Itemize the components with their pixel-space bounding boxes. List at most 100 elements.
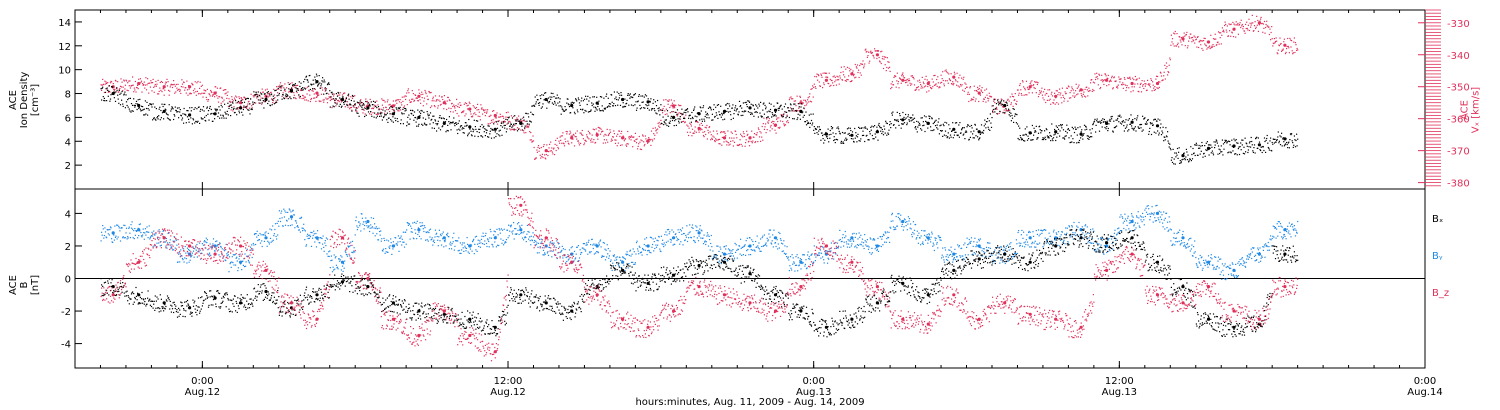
velocity-series-point <box>875 53 880 57</box>
by-series-point <box>926 236 930 240</box>
by-series-point <box>1257 252 1261 256</box>
bz-series-point <box>289 301 294 305</box>
velocity-series-point <box>239 101 243 105</box>
b-tick-label: 4 <box>65 209 71 220</box>
velocity-series-point <box>595 133 599 137</box>
x-tick-label: 0:00 <box>1414 376 1436 387</box>
vx-tick-label: -360 <box>1447 115 1470 126</box>
x-axis-label: hours:minutes, Aug. 11, 2009 - Aug. 14, … <box>635 397 864 408</box>
b-tick-label: -2 <box>61 307 71 318</box>
by-series-point <box>417 228 421 232</box>
b-axis-label: ACE <box>8 275 19 295</box>
bx-series-point <box>901 281 905 285</box>
density-tick-label: 2 <box>65 161 71 172</box>
by-series-point <box>952 252 956 256</box>
by-series-point <box>442 236 446 240</box>
bx-series-point <box>926 293 930 297</box>
density-series-point <box>1079 132 1083 136</box>
b-tick-label: 0 <box>65 275 71 286</box>
bx-series-point <box>519 293 523 297</box>
bx-series-point <box>646 281 650 285</box>
bz-series-point <box>977 317 981 321</box>
bx-series-point <box>162 301 166 305</box>
density-series-point <box>748 106 752 110</box>
velocity-series-point <box>1155 81 1160 86</box>
x-tick-date: Aug.14 <box>1407 387 1442 398</box>
density-tick-label: 4 <box>65 137 71 148</box>
bz-series-point <box>366 276 370 281</box>
bz-series-point <box>1257 317 1261 321</box>
density-tick-label: 12 <box>58 42 71 53</box>
bx-series <box>100 228 1299 338</box>
x-tick-label: 0:00 <box>191 376 213 387</box>
bx-series-point <box>1130 236 1134 240</box>
bx-series-point <box>315 293 319 297</box>
by-series-point <box>977 244 981 248</box>
density-series-point <box>1054 130 1058 134</box>
bz-series-point <box>875 285 880 289</box>
density-series <box>100 73 1299 165</box>
bx-series-point <box>1079 236 1083 240</box>
velocity-series-point <box>468 107 472 111</box>
bz-series-point <box>1079 325 1083 329</box>
bz-series-point <box>672 309 676 313</box>
vx-tick-label: -340 <box>1447 51 1470 62</box>
density-axis-label: ACE <box>8 90 19 110</box>
bx-series-point <box>1257 322 1261 326</box>
bx-series-point <box>1283 252 1287 256</box>
x-tick-label: 12:00 <box>494 376 523 387</box>
bx-series-point <box>264 289 268 294</box>
bx-series-point <box>213 296 217 300</box>
by-series-point <box>722 252 727 256</box>
bz-series-point <box>697 285 701 289</box>
bx-series-point <box>442 312 446 316</box>
by-series-point <box>850 236 854 240</box>
bx-series-point <box>340 280 345 284</box>
bx-series-point <box>544 301 548 305</box>
velocity-series-point <box>315 91 319 95</box>
density-series-point <box>1283 137 1287 141</box>
legend-2: B_z <box>1432 288 1449 299</box>
bz-series <box>100 195 1299 362</box>
by-series-point <box>875 244 880 248</box>
density-tick-label: 10 <box>58 66 71 77</box>
velocity-series-point <box>722 136 727 140</box>
by-series-point <box>519 228 523 232</box>
bx-series-point <box>1054 244 1058 248</box>
by-series-point <box>289 215 294 219</box>
velocity-series-point <box>926 81 930 86</box>
x-tick-date: Aug.12 <box>185 387 220 398</box>
x-tick-date: Aug.13 <box>796 387 831 398</box>
density-tick-label: 6 <box>65 113 71 124</box>
velocity-series-point <box>952 75 956 79</box>
by-series-point <box>315 236 319 240</box>
bx-series-point <box>824 325 829 329</box>
velocity-series-point <box>417 94 421 98</box>
density-axis-label: [cm⁻³] <box>30 84 41 116</box>
velocity-series-point <box>977 91 981 95</box>
bz-series-point <box>926 322 930 326</box>
velocity-series-point <box>1054 94 1058 98</box>
bx-series-point <box>799 309 803 313</box>
b-axis-label: B <box>19 281 30 288</box>
density-axis-label: Ion Density <box>19 72 30 129</box>
density-series-point <box>137 103 141 108</box>
vx-tick-label: -370 <box>1447 147 1470 158</box>
bz-series-point <box>1105 268 1109 272</box>
bz-series-point <box>519 203 523 207</box>
bx-series-point <box>977 257 981 261</box>
bz-series-point <box>1003 301 1007 305</box>
x-tick-date: Aug.13 <box>1102 387 1137 398</box>
density-series-point <box>1130 120 1134 124</box>
bz-series-point <box>1181 301 1185 305</box>
density-tick-label: 14 <box>58 18 71 29</box>
bz-series-point <box>1283 285 1287 289</box>
x-tick-label: 0:00 <box>802 376 824 387</box>
velocity-series-point <box>672 104 676 108</box>
b-tick-label: -4 <box>61 340 71 351</box>
bx-series-point <box>1232 325 1236 329</box>
velocity-series-point <box>391 104 395 108</box>
vx-tick-label: -350 <box>1447 83 1470 94</box>
velocity-series-point <box>162 85 166 89</box>
